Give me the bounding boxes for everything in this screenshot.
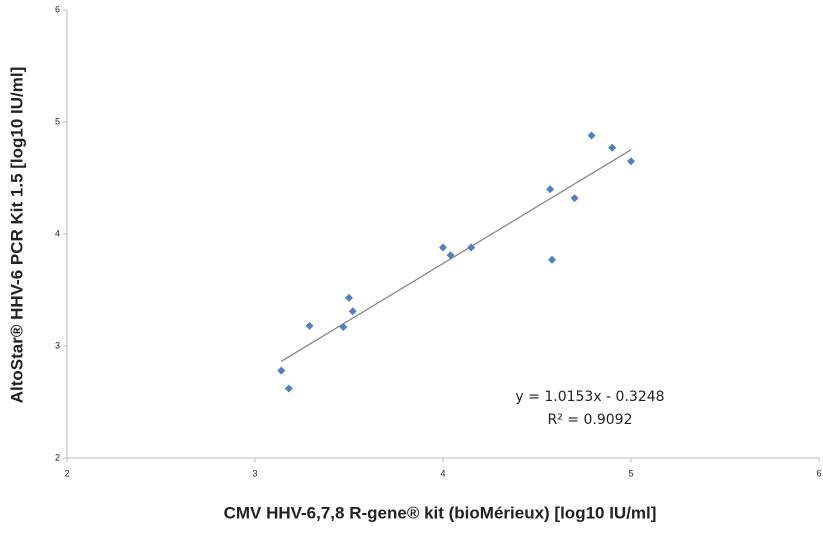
y-tick-label: 5	[55, 116, 60, 126]
point	[570, 194, 579, 203]
point	[345, 293, 353, 302]
point	[546, 185, 555, 194]
x-tick-label: 4	[440, 468, 445, 478]
trendline-equation: y = 1.0153x - 0.3248	[515, 389, 664, 405]
y-axis-title: AltoStar® HHV-6 PCR Kit 1.5 [log10 IU/ml…	[7, 67, 26, 404]
point	[446, 251, 455, 260]
point	[305, 321, 314, 330]
point	[284, 384, 293, 393]
point	[439, 243, 447, 252]
x-axis-title: CMV HHV-6,7,8 R-gene® kit (bioMérieux) […	[224, 503, 657, 522]
trendline	[281, 149, 632, 362]
point	[348, 307, 357, 316]
y-tick-label: 3	[55, 340, 60, 350]
point	[548, 255, 557, 264]
y-tick-label: 6	[55, 4, 60, 14]
point	[587, 131, 596, 140]
x-tick-label: 2	[64, 468, 69, 478]
y-tick-label: 2	[55, 452, 60, 462]
x-tick-label: 3	[252, 468, 257, 478]
point	[627, 157, 635, 166]
y-tick-label: 4	[55, 228, 60, 238]
x-tick-label: 5	[628, 468, 633, 478]
point	[339, 322, 348, 331]
point	[277, 366, 286, 375]
r-squared: R² = 0.9092	[548, 412, 633, 428]
point	[608, 143, 617, 152]
x-tick-label: 6	[816, 468, 821, 478]
point	[467, 243, 476, 252]
